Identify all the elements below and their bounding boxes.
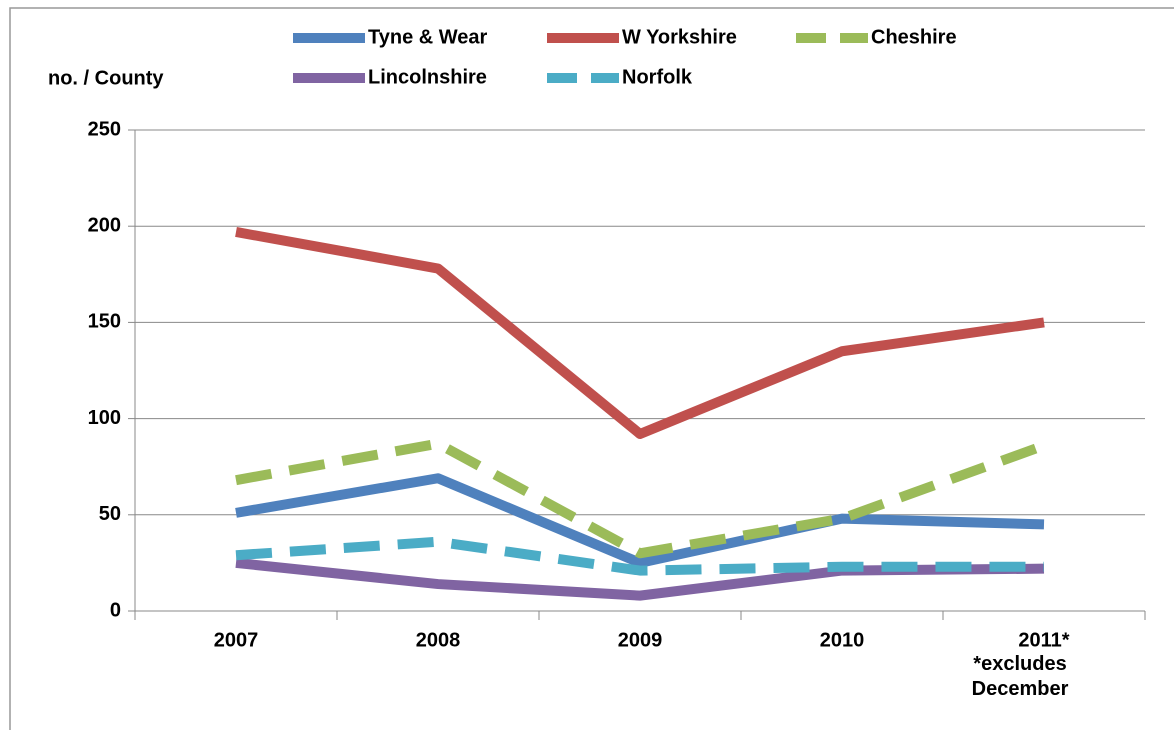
legend-label: W Yorkshire	[622, 26, 737, 48]
y-tick-label: 50	[99, 503, 121, 525]
chart-frame	[9, 7, 1174, 730]
series-line	[235, 473, 1045, 568]
legend-label: Lincolnshire	[368, 66, 487, 88]
x-tick-label: 2008	[416, 629, 461, 651]
y-tick-label: 150	[88, 311, 121, 333]
y-tick-label: 200	[88, 214, 121, 236]
legend-label: Cheshire	[871, 26, 957, 48]
series-line	[235, 438, 1046, 559]
series-line	[235, 227, 1045, 439]
x-tick-label: 2009	[618, 629, 663, 651]
x-tick-label: 2011*	[1018, 629, 1069, 651]
legend-label: Norfolk	[622, 66, 693, 88]
legend-label: Tyne & Wear	[368, 26, 488, 48]
y-axis-label: no. / County	[48, 67, 164, 89]
x-tick-label: 2010	[820, 629, 865, 651]
x-tick-label: 2007	[214, 629, 259, 651]
series-line	[235, 536, 1044, 576]
annotation: *excludes December	[971, 653, 1069, 700]
y-tick-label: 250	[88, 118, 121, 140]
y-tick-label: 0	[110, 599, 121, 621]
y-tick-label: 100	[88, 407, 121, 429]
